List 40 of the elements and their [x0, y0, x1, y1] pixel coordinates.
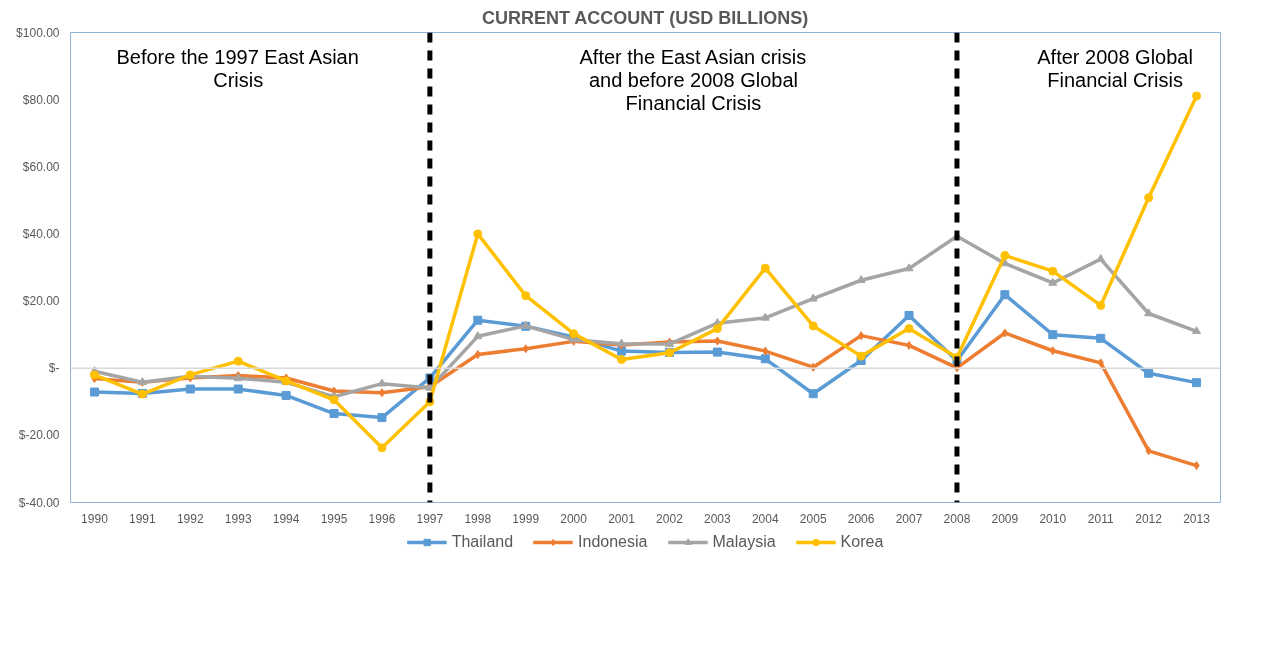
- x-tick-label: 2005: [799, 511, 827, 526]
- legend-label: Malaysia: [712, 533, 776, 551]
- x-tick-label: 2011: [1087, 511, 1114, 526]
- x-tick-label: 2001: [608, 511, 636, 526]
- x-tick-label: 2008: [943, 511, 971, 526]
- x-tick-label: 1995: [320, 511, 348, 526]
- x-tick-label: 2006: [847, 511, 875, 526]
- x-tick-label: 2004: [751, 511, 779, 526]
- x-tick-label: 2013: [1183, 511, 1211, 526]
- y-tick-label: $-20.00: [18, 428, 60, 443]
- annotation: After the East Asian crisis and before 2008 Global Financial Crisis: [579, 45, 807, 114]
- x-tick-label: 1998: [464, 511, 492, 526]
- x-tick-label: 1994: [272, 511, 300, 526]
- x-tick-label: 1990: [81, 511, 109, 526]
- x-tick-label: 2010: [1039, 511, 1067, 526]
- y-tick-label: $60.00: [22, 159, 60, 174]
- y-tick-label: $80.00: [22, 92, 60, 107]
- y-tick-label: $40.00: [22, 226, 60, 241]
- x-tick-label: 1999: [512, 511, 540, 526]
- y-tick-label: $-: [48, 361, 60, 376]
- x-tick-label: 2007: [895, 511, 923, 526]
- x-tick-label: 2003: [704, 511, 732, 526]
- x-tick-label: 1993: [224, 511, 252, 526]
- x-tick-label: 1997: [416, 511, 444, 526]
- y-tick-label: $-40.00: [18, 495, 60, 510]
- legend-label: Korea: [840, 533, 884, 551]
- chart-title: CURRENT ACCOUNT (USD BILLIONS): [482, 7, 809, 28]
- legend-label: Indonesia: [578, 533, 648, 551]
- x-tick-label: 1992: [176, 511, 204, 526]
- x-tick-label: 2002: [656, 511, 684, 526]
- x-tick-label: 2009: [991, 511, 1019, 526]
- x-tick-label: 2012: [1135, 511, 1163, 526]
- annotation: Before the 1997 East Asian Crisis: [116, 45, 359, 91]
- x-tick-label: 2000: [560, 511, 588, 526]
- y-tick-label: $20.00: [22, 294, 60, 309]
- legend-label: Thailand: [451, 533, 514, 551]
- x-tick-label: 1991: [129, 511, 157, 526]
- annotation: After 2008 Global Financial Crisis: [1037, 45, 1193, 91]
- y-tick-label: $100.00: [16, 25, 60, 40]
- x-tick-label: 1996: [368, 511, 396, 526]
